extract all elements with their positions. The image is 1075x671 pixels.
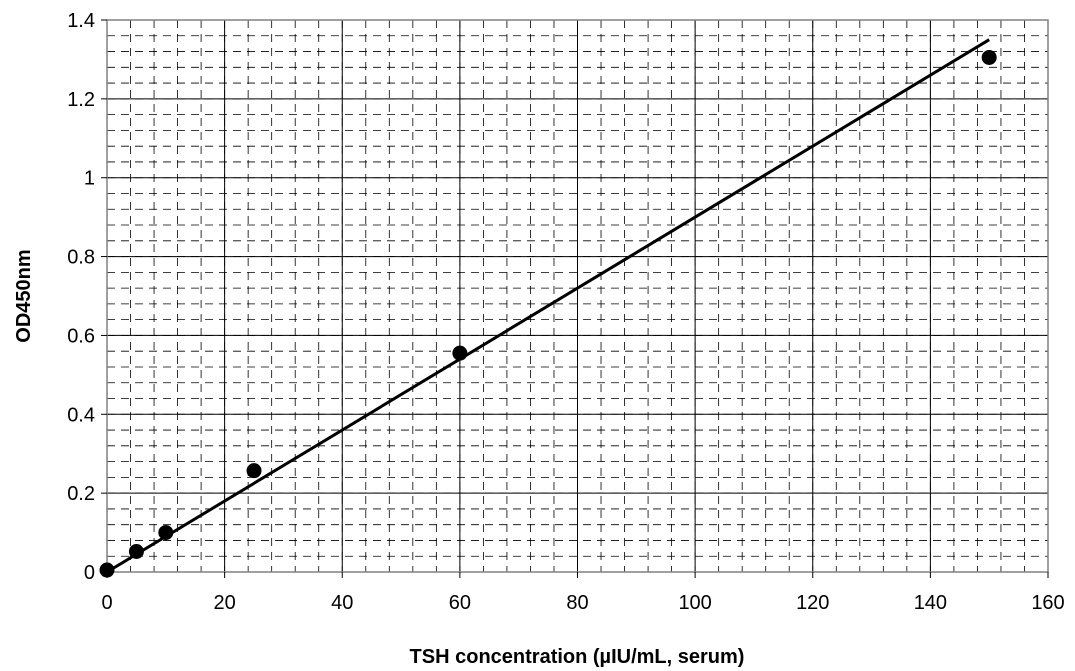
x-axis-title: TSH concentration (µIU/mL, serum) <box>410 646 745 668</box>
x-tick-label: 100 <box>678 592 711 614</box>
y-axis-title: OD450nm <box>13 249 35 342</box>
y-tick-label: 0.8 <box>67 247 95 269</box>
data-point <box>158 525 174 541</box>
x-tick-label: 0 <box>101 592 112 614</box>
x-tick-label: 120 <box>796 592 829 614</box>
y-tick-label: 0.4 <box>67 404 95 426</box>
data-point <box>99 562 115 578</box>
y-tick-label: 1 <box>84 168 95 190</box>
data-points <box>99 49 997 578</box>
x-axis-ticks: 0 20 40 60 80 100 120 140 160 <box>101 572 1065 614</box>
y-tick-label: 0.6 <box>67 325 95 347</box>
linear-fit-line <box>106 38 990 574</box>
y-tick-label: 0.2 <box>67 483 95 505</box>
y-tick-label: 1.2 <box>67 89 95 111</box>
y-tick-label: 1.4 <box>67 10 95 32</box>
x-tick-label: 60 <box>449 592 471 614</box>
x-tick-label: 40 <box>331 592 353 614</box>
x-tick-label: 20 <box>214 592 236 614</box>
fit-line-group <box>106 38 990 574</box>
y-tick-label: 0 <box>84 562 95 584</box>
data-point <box>981 49 997 65</box>
x-tick-label: 140 <box>914 592 947 614</box>
data-point <box>128 543 144 559</box>
y-axis-ticks: 0 0.2 0.4 0.6 0.8 1 1.2 1.4 <box>67 10 107 584</box>
x-tick-label: 80 <box>566 592 588 614</box>
x-tick-label: 160 <box>1031 592 1064 614</box>
data-point <box>246 463 262 479</box>
data-point <box>452 345 468 361</box>
